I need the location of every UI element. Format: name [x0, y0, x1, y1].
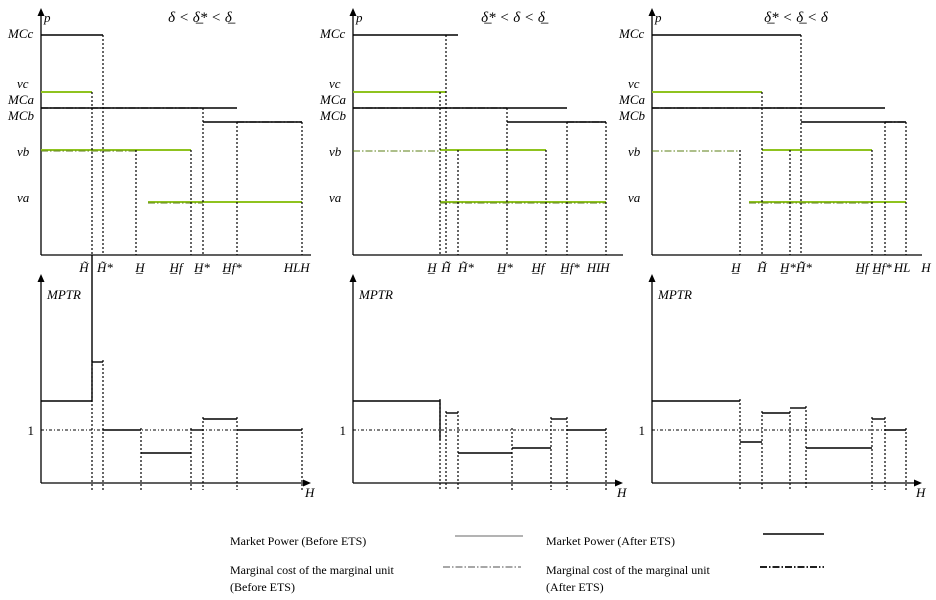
- price-label-va: va: [628, 190, 641, 205]
- price-label-vb: vb: [329, 144, 342, 159]
- mptr-label: MPTR: [657, 287, 692, 302]
- legend-before-mc-sub: (Before ETS): [230, 580, 295, 594]
- x-label: H̃: [78, 260, 89, 275]
- price-y-axis-arrow: [648, 8, 656, 16]
- price-label-mcc: MCc: [7, 26, 34, 41]
- price-label-mcc: MCc: [618, 26, 645, 41]
- x-label: H̲*: [496, 260, 513, 275]
- x-label: H̲f*: [221, 260, 242, 275]
- x-label: HL: [283, 260, 301, 275]
- x-label: H̲: [426, 260, 437, 275]
- mptr-x-axis-arrow: [615, 479, 623, 487]
- mptr-x-label: H: [304, 485, 315, 500]
- mptr-y-axis-arrow: [648, 274, 656, 282]
- price-label-vb: vb: [17, 144, 30, 159]
- mptr-step: [353, 400, 441, 440]
- panel-title: δ < δ̲* < δ̲: [168, 10, 236, 26]
- mptr-step: [41, 255, 93, 402]
- price-label-vc: vc: [329, 76, 341, 91]
- mptr-x-axis-arrow: [303, 479, 311, 487]
- price-label-mcb: MCb: [618, 108, 646, 123]
- price-label-mcb: MCb: [319, 108, 347, 123]
- price-label-va: va: [17, 190, 30, 205]
- price-label-mcb: MCb: [7, 108, 35, 123]
- x-label: H̃*: [96, 260, 113, 275]
- x-label: HL: [586, 260, 604, 275]
- mptr-one-label: 1: [639, 423, 646, 438]
- x-label: H̲f: [169, 260, 185, 275]
- x-label: H̃̃*: [795, 260, 812, 275]
- mptr-x-label: H: [616, 485, 627, 500]
- panel-title: δ̲* < δ < δ̲: [481, 10, 549, 26]
- x-label: H̲*: [779, 260, 796, 275]
- x-label: H̲: [134, 260, 145, 275]
- x-label: H̲*: [193, 260, 210, 275]
- x-label: H̲: [730, 260, 741, 275]
- x-label: H: [599, 260, 610, 275]
- x-label: H̃*: [457, 260, 474, 275]
- price-label-vb: vb: [628, 144, 641, 159]
- price-label-mca: MCa: [7, 92, 35, 107]
- x-label: H: [299, 260, 310, 275]
- legend-before-mc-label: Marginal cost of the marginal unit: [230, 563, 395, 577]
- x-label: H: [920, 260, 931, 275]
- price-y-axis-arrow: [349, 8, 357, 16]
- mptr-label: MPTR: [358, 287, 393, 302]
- mptr-one-label: 1: [340, 423, 347, 438]
- x-label: H̲f: [855, 260, 871, 275]
- price-label-vc: vc: [17, 76, 29, 91]
- price-label-vc: vc: [628, 76, 640, 91]
- x-label: H̃̃: [756, 260, 767, 275]
- x-label: H̲f*: [559, 260, 580, 275]
- legend: Market Power (Before ETS) Market Power (A…: [230, 533, 824, 594]
- price-label-mcc: MCc: [319, 26, 346, 41]
- mptr-y-axis-arrow: [37, 274, 45, 282]
- x-label: H̲f: [531, 260, 547, 275]
- mptr-label: MPTR: [46, 287, 81, 302]
- mptr-x-label: H: [915, 485, 926, 500]
- price-y-symbol: p: [654, 10, 662, 25]
- mptr-one-label: 1: [28, 423, 35, 438]
- legend-after-mc-label: Marginal cost of the marginal unit: [546, 563, 711, 577]
- price-label-va: va: [329, 190, 342, 205]
- x-label: H̃̃: [440, 260, 451, 275]
- legend-before-mp-label: Market Power (Before ETS): [230, 534, 366, 548]
- price-y-symbol: p: [43, 10, 51, 25]
- legend-after-mp-label: Market Power (After ETS): [546, 534, 675, 548]
- x-label: HL: [893, 260, 911, 275]
- mptr-x-axis-arrow: [914, 479, 922, 487]
- price-label-mca: MCa: [319, 92, 347, 107]
- mptr-y-axis-arrow: [349, 274, 357, 282]
- price-y-axis-arrow: [37, 8, 45, 16]
- legend-after-mc-sub: (After ETS): [546, 580, 604, 594]
- panel-title: δ̲* < δ̲ < δ: [764, 10, 829, 26]
- price-label-mca: MCa: [618, 92, 646, 107]
- price-y-symbol: p: [355, 10, 363, 25]
- x-label: H̲f*: [871, 260, 892, 275]
